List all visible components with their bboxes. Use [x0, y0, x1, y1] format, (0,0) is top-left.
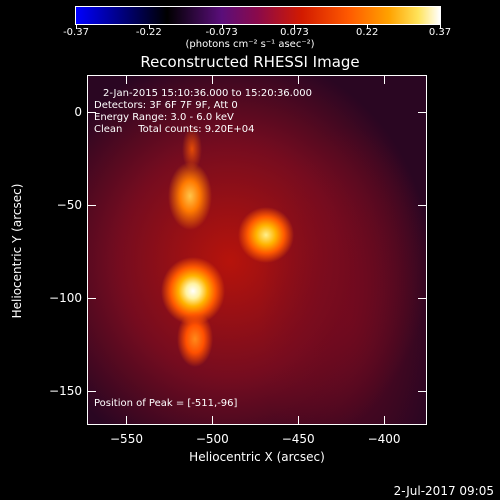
x-tick-label: −450 [281, 432, 315, 446]
y-tick-mark [87, 205, 96, 207]
axes-frame [87, 75, 427, 425]
annotation-peak-position: Position of Peak = [-511,-96] [94, 398, 238, 409]
x-tick-label: −550 [110, 432, 143, 446]
y-tick-label: −150 [49, 384, 82, 399]
y-tick-label: −50 [56, 198, 82, 213]
date-stamp: 2-Jul-2017 09:05 [393, 484, 494, 498]
y-axis-label: Heliocentric Y (arcsec) [10, 183, 24, 319]
colorbar-tick-label: -0.22 [135, 27, 162, 38]
emission-streak [181, 127, 202, 172]
y-tick-mark [418, 112, 427, 114]
y-tick-mark [87, 391, 96, 393]
colorbar-tick-mark [76, 24, 77, 29]
emission-source [177, 311, 214, 368]
x-tick-mark [384, 416, 386, 425]
colorbar-tick-label: 0.073 [280, 27, 309, 38]
x-tick-label: −500 [195, 432, 229, 446]
colorbar-tick-label: -0.37 [63, 27, 89, 38]
y-tick-label: 0 [74, 105, 82, 120]
colorbar-tick-label: 0.22 [356, 27, 379, 38]
colorbar-units: (photons cm⁻² s⁻¹ asec⁻²) [185, 39, 315, 50]
colorbar-tick-label: 0.37 [428, 27, 452, 38]
colorbar [75, 6, 441, 25]
colorbar-tick-mark [294, 24, 296, 29]
x-tick-label: −400 [367, 432, 401, 446]
colorbar-tick-mark [367, 24, 369, 29]
colorbar-tick-mark [221, 24, 223, 29]
annotation-clean-counts: Clean Total counts: 9.20E+04 [94, 124, 255, 135]
image-title: Reconstructed RHESSI Image [140, 53, 360, 71]
x-axis-label: Heliocentric X (arcsec) [189, 450, 325, 464]
y-tick-label: −100 [49, 291, 82, 306]
x-tick-mark [298, 75, 300, 84]
y-tick-mark [418, 298, 427, 300]
annotation-energy-range: Energy Range: 3.0 - 6.0 keV [94, 112, 234, 123]
annotation-detectors: Detectors: 3F 6F 7F 9F, Att 0 [94, 100, 238, 111]
x-tick-mark [384, 75, 386, 84]
emission-source [168, 162, 213, 230]
x-tick-mark [126, 75, 128, 84]
emission-source [237, 207, 294, 264]
colorbar-tick-mark [148, 24, 150, 29]
x-tick-mark [212, 416, 214, 425]
x-tick-mark [298, 416, 300, 425]
y-tick-mark [87, 112, 96, 114]
colorbar-tick-label: -0.073 [205, 27, 238, 38]
heatmap-image [87, 75, 427, 425]
y-tick-mark [418, 391, 427, 393]
x-tick-mark [126, 416, 128, 425]
annotation-time-range: 2-Jan-2015 15:10:36.000 to 15:20:36.000 [103, 88, 312, 99]
y-tick-mark [87, 298, 96, 300]
y-tick-mark [418, 205, 427, 207]
colorbar-tick-mark [440, 24, 441, 29]
x-tick-mark [212, 75, 214, 84]
